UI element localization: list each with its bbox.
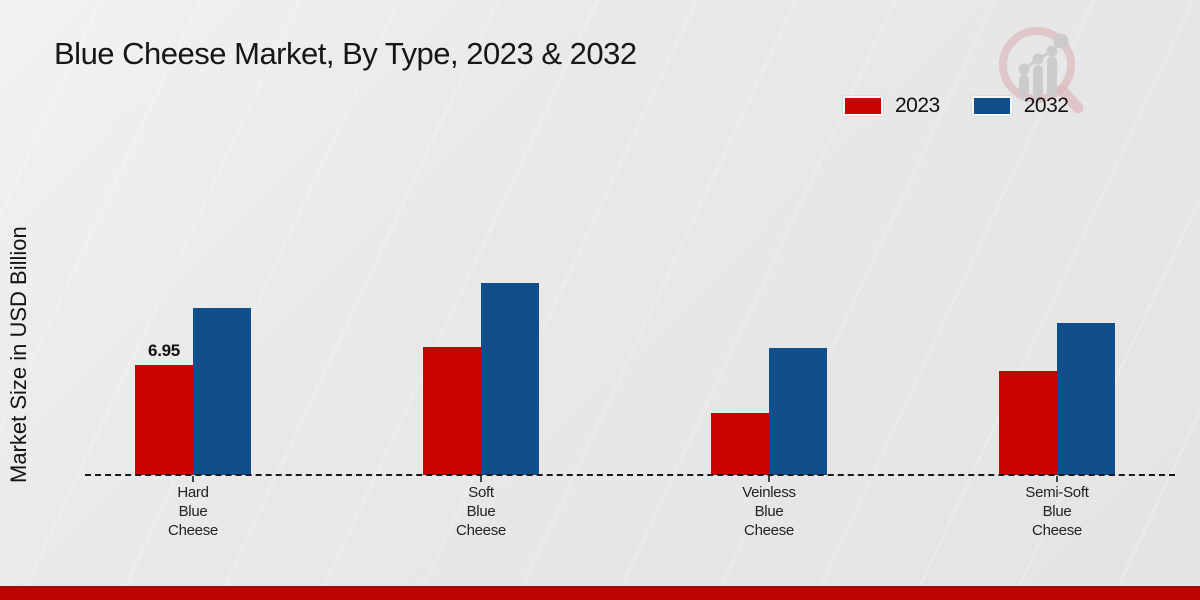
value-label-2023-hard-blue-cheese: 6.95: [148, 341, 180, 360]
bar-2032-veinless-blue-cheese: [769, 348, 827, 475]
category-label-veinless-blue-cheese: Veinless Blue Cheese: [742, 484, 796, 539]
bar-2023-veinless-blue-cheese: [711, 413, 769, 475]
chart-title: Blue Cheese Market, By Type, 2023 & 2032: [54, 36, 637, 71]
bar-2023-hard-blue-cheese: [135, 365, 193, 475]
legend-item-2023: 2023: [843, 94, 940, 118]
legend-label-2032: 2032: [1023, 94, 1069, 117]
bar-2032-hard-blue-cheese: [193, 308, 251, 475]
legend-item-2032: 2032: [971, 94, 1069, 118]
footer-accent-band: [0, 586, 1200, 600]
y-axis-label: Market Size in USD Billion: [6, 226, 31, 483]
category-label-semi-soft-blue-cheese: Semi-Soft Blue Cheese: [1025, 484, 1089, 539]
legend: 2023 2032: [843, 94, 1069, 118]
x-axis-tick: [1056, 476, 1058, 482]
bar-2032-semi-soft-blue-cheese: [1057, 323, 1115, 475]
legend-swatch-2023: [843, 96, 883, 116]
bar-2023-soft-blue-cheese: [423, 347, 481, 475]
market-research-magnifier-logo-icon: [999, 27, 1084, 114]
legend-swatch-2032: [971, 96, 1012, 116]
category-label-hard-blue-cheese: Hard Blue Cheese: [168, 484, 218, 539]
category-label-soft-blue-cheese: Soft Blue Cheese: [456, 484, 506, 539]
x-axis-tick: [192, 476, 194, 482]
x-axis-baseline: [85, 474, 1175, 476]
bar-2032-soft-blue-cheese: [481, 283, 539, 475]
x-axis-tick: [480, 476, 482, 482]
bar-2023-semi-soft-blue-cheese: [999, 371, 1057, 475]
legend-label-2023: 2023: [895, 94, 940, 117]
x-axis-tick: [768, 476, 770, 482]
